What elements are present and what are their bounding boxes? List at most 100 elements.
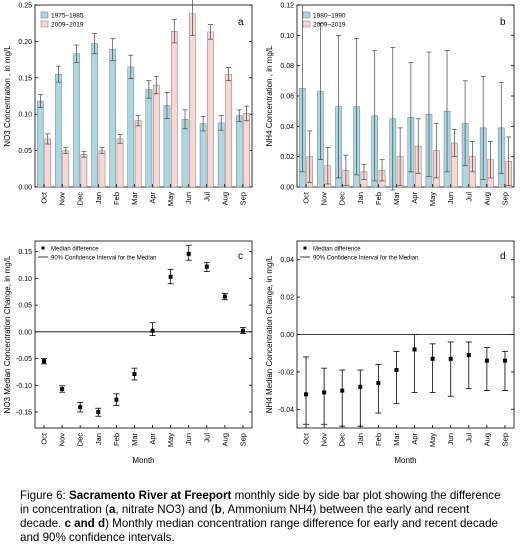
early-bar bbox=[217, 122, 225, 188]
y-tick-label: 0.04 bbox=[280, 257, 294, 264]
early-bar bbox=[73, 53, 80, 188]
recent-bar bbox=[62, 150, 70, 188]
x-tick-label: Oct bbox=[302, 191, 311, 204]
x-tick-label: Dec bbox=[76, 433, 85, 447]
early-bar bbox=[127, 66, 135, 188]
x-tick-label: Jan bbox=[356, 433, 365, 445]
x-tick-label: Dec bbox=[338, 192, 347, 206]
y-tick-label: 0.00 bbox=[18, 329, 32, 336]
legend-label: 1975–1985 bbox=[51, 13, 84, 20]
median-point bbox=[448, 356, 453, 361]
x-tick-label: Nov bbox=[320, 433, 329, 447]
panel-c: -0.15 -0.10 -0.05 0.00 0.05 0.10 0.15 Oct Nov Dec… bbox=[3, 240, 253, 465]
y-axis-label: NH4 Concentration , in mg/L bbox=[265, 45, 274, 146]
x-tick-label: Jan bbox=[94, 433, 103, 445]
median-point bbox=[222, 294, 227, 299]
x-tick-label: Dec bbox=[76, 192, 85, 206]
y-tick-label: 0.02 bbox=[280, 154, 294, 161]
median-point bbox=[132, 372, 137, 377]
median-point bbox=[466, 353, 471, 358]
panel-letter: c bbox=[238, 251, 243, 262]
x-tick-label: Mar bbox=[392, 192, 401, 205]
x-tick-label: Mar bbox=[130, 433, 139, 446]
x-axis-label: Month bbox=[394, 456, 416, 465]
x-tick-label: Sep bbox=[500, 192, 509, 205]
legend-point bbox=[303, 246, 307, 250]
y-tick-label: -0.05 bbox=[16, 356, 32, 363]
y-axis-label: NO3 Concentration , in mg/L bbox=[3, 45, 12, 147]
recent-bar bbox=[243, 113, 250, 188]
recent-bar bbox=[134, 120, 142, 188]
recent-bar bbox=[116, 138, 124, 188]
y-tick-label: 0.10 bbox=[18, 112, 32, 119]
median-point bbox=[240, 328, 245, 333]
caption-prefix: Figure 6: bbox=[20, 489, 69, 502]
early-bar bbox=[199, 123, 207, 188]
median-point bbox=[322, 390, 327, 395]
recent-bar bbox=[152, 84, 160, 188]
plot-frame bbox=[34, 240, 253, 429]
x-tick-label: Jun bbox=[446, 433, 455, 445]
early-bar bbox=[55, 73, 62, 188]
x-tick-label: May bbox=[166, 192, 175, 206]
x-tick-label: Jun bbox=[184, 192, 193, 204]
x-tick-label: May bbox=[428, 433, 437, 447]
y-tick-label: 0.00 bbox=[18, 185, 32, 192]
y-tick-label: 0.02 bbox=[280, 295, 294, 302]
legend-label: 2009–2019 bbox=[51, 22, 84, 29]
legend-swatch bbox=[302, 11, 311, 19]
early-bar bbox=[235, 115, 243, 188]
median-point bbox=[78, 405, 83, 410]
legend-point bbox=[41, 246, 45, 250]
x-tick-label: Feb bbox=[112, 433, 121, 446]
x-tick-label: Jul bbox=[464, 433, 473, 443]
median-point bbox=[304, 392, 309, 397]
early-bar bbox=[91, 43, 98, 188]
x-tick-label: Sep bbox=[238, 192, 247, 205]
x-tick-label: Feb bbox=[374, 433, 383, 446]
x-axis-label: Month bbox=[132, 456, 154, 465]
x-tick-label: Apr bbox=[148, 191, 157, 203]
panel-letter: b bbox=[500, 17, 506, 28]
legend-swatch bbox=[40, 20, 49, 28]
caption-a: a bbox=[108, 503, 116, 516]
caption-site: Sacramento River at Freeport bbox=[68, 489, 232, 502]
caption-text-3: , Ammonium NH4) between the early and re… bbox=[20, 503, 470, 530]
x-tick-label: Jul bbox=[464, 192, 473, 202]
y-tick-label: 0.15 bbox=[18, 249, 32, 256]
recent-bar bbox=[207, 31, 214, 188]
x-tick-label: Aug bbox=[482, 192, 491, 205]
x-tick-label: Sep bbox=[238, 433, 247, 446]
x-tick-label: Sep bbox=[500, 433, 509, 446]
y-tick-label: 0.00 bbox=[280, 332, 294, 339]
median-point bbox=[204, 264, 209, 269]
early-bar bbox=[109, 49, 117, 188]
y-tick-label: -0.02 bbox=[278, 369, 294, 376]
median-point bbox=[358, 384, 363, 389]
x-tick-label: Jan bbox=[94, 192, 103, 204]
legend-label: Median difference bbox=[313, 247, 361, 253]
x-tick-label: Jul bbox=[202, 192, 211, 202]
x-tick-label: Nov bbox=[320, 192, 329, 206]
legend-label: 1980–1990 bbox=[313, 13, 346, 20]
x-tick-label: Jan bbox=[356, 192, 365, 204]
median-point bbox=[376, 381, 381, 386]
caption-cd: c and d bbox=[64, 517, 106, 530]
recent-bar bbox=[170, 30, 178, 188]
median-point bbox=[114, 397, 119, 402]
median-point bbox=[502, 358, 507, 363]
legend-label: 90% Confidence Interval for the Median bbox=[313, 256, 418, 262]
recent-bar bbox=[80, 153, 88, 188]
x-tick-label: May bbox=[166, 433, 175, 447]
y-tick-label: 0.12 bbox=[280, 3, 294, 10]
y-tick-label: -0.15 bbox=[16, 409, 32, 416]
median-point bbox=[412, 347, 417, 352]
median-point bbox=[186, 251, 191, 256]
y-tick-label: 0.05 bbox=[18, 148, 32, 155]
median-point bbox=[60, 386, 65, 391]
median-point bbox=[484, 358, 489, 363]
x-tick-label: Oct bbox=[302, 432, 311, 445]
x-tick-label: Mar bbox=[130, 192, 139, 205]
x-tick-label: May bbox=[428, 192, 437, 206]
y-tick-label: 0.10 bbox=[18, 276, 32, 283]
